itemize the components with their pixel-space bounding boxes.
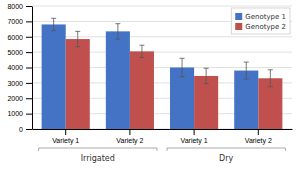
tick-mark — [129, 129, 130, 135]
bar — [66, 39, 90, 129]
bar — [42, 24, 66, 129]
tick-label: 1000 — [7, 110, 23, 117]
tick-mark — [26, 129, 32, 130]
tick-label: 0 — [19, 126, 23, 133]
tick-label: 4000 — [7, 64, 23, 71]
tick: Variety 1 — [181, 129, 208, 145]
tick-mark — [194, 129, 195, 135]
grid — [32, 6, 292, 129]
tick-mark — [26, 52, 32, 53]
tick-mark — [26, 68, 32, 69]
y-axis: 0 1000 2000 3000 4000 5000 6000 7000 8000 — [7, 3, 32, 133]
bar — [106, 31, 130, 129]
tick: 0 — [19, 126, 32, 133]
group-label: Dry — [219, 154, 233, 163]
marks — [42, 18, 283, 129]
tick-mark — [26, 98, 32, 99]
legend-label: Genotype 1 — [245, 13, 286, 21]
x-axis: Variety 1 Variety 2 Variety 1 Variety 2 — [33, 129, 293, 145]
bar — [130, 51, 154, 129]
tick-mark — [26, 6, 32, 7]
tick-mark — [26, 114, 32, 115]
tick-label: Variety 2 — [245, 137, 272, 145]
error-bar — [204, 68, 209, 83]
tick-mark — [26, 37, 32, 38]
tick: 8000 — [7, 3, 32, 10]
grid-line — [32, 6, 292, 7]
tick: 4000 — [7, 64, 32, 71]
tick-label: Variety 1 — [181, 137, 208, 145]
tick-label: 2000 — [7, 95, 23, 102]
tick: 1000 — [7, 110, 32, 117]
error-bar — [268, 70, 273, 87]
error-bar — [180, 58, 185, 76]
legend-swatch — [235, 23, 242, 30]
error-bars — [75, 31, 273, 86]
tick-label: Variety 2 — [116, 137, 143, 145]
error-bar — [244, 62, 249, 79]
series — [66, 31, 283, 129]
legend-frame — [231, 8, 290, 34]
tick-mark — [26, 21, 32, 22]
tick: Variety 1 — [52, 129, 79, 145]
error-bar — [115, 24, 120, 39]
tick: 7000 — [7, 18, 32, 25]
tick-label: Variety 1 — [52, 137, 79, 145]
axis-line — [33, 129, 293, 130]
tick: 2000 — [7, 95, 32, 102]
tick-mark — [258, 129, 259, 135]
plot: 0 1000 2000 3000 4000 5000 6000 7000 8000 Variety… — [7, 3, 292, 163]
tick-mark — [65, 129, 66, 135]
tick: 5000 — [7, 49, 32, 56]
group-labels: Irrigated Dry — [39, 148, 286, 163]
tick-label: 5000 — [7, 49, 23, 56]
series — [42, 18, 259, 129]
tick: 3000 — [7, 80, 32, 87]
tick: Variety 2 — [116, 129, 143, 145]
error-bar — [51, 18, 56, 30]
tick-label: 7000 — [7, 18, 23, 25]
tick: 6000 — [7, 33, 32, 40]
axis-line — [32, 7, 33, 130]
legend-label: Genotype 2 — [245, 23, 286, 31]
tick-label: 8000 — [7, 3, 23, 10]
chart: 0 1000 2000 3000 4000 5000 6000 7000 8000 Variety… — [0, 0, 298, 169]
error-bar — [75, 31, 80, 46]
tick-label: 3000 — [7, 80, 23, 87]
tick-label: 6000 — [7, 33, 23, 40]
group-label: Irrigated — [81, 154, 115, 163]
tick-mark — [26, 83, 32, 84]
legend: Genotype 1 Genotype 2 — [231, 8, 290, 34]
group-bracket — [39, 148, 157, 151]
grid-line — [32, 36, 292, 37]
tick: Variety 2 — [245, 129, 272, 145]
legend-swatch — [235, 13, 242, 20]
group-bracket — [167, 148, 285, 151]
error-bar — [139, 45, 144, 57]
